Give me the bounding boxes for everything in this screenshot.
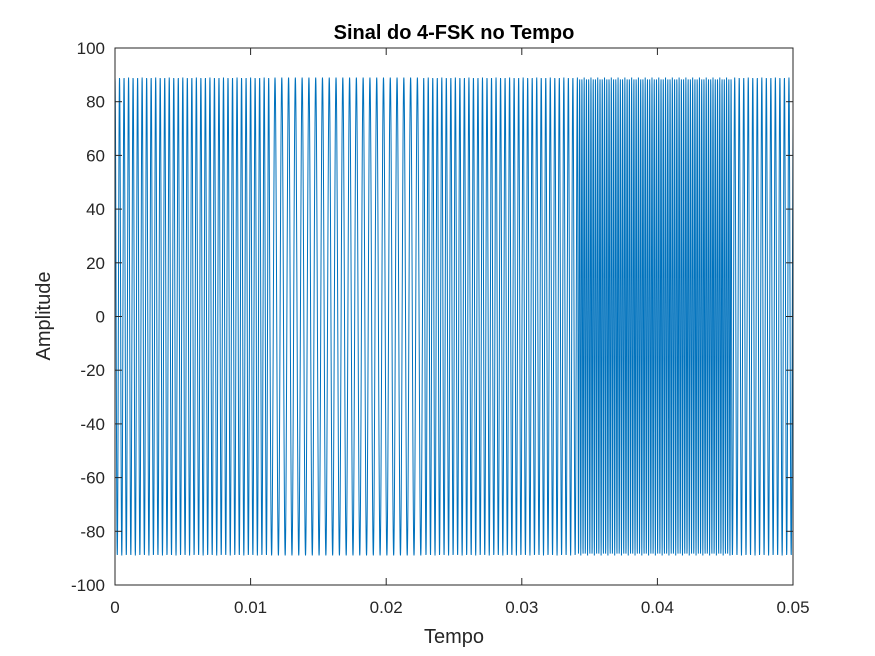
series-layer: [114, 77, 794, 556]
x-tick-label: 0: [110, 598, 119, 617]
y-ticks: -100 -80 -60 -40 -20 0 20 40 60 80 100: [71, 39, 793, 595]
x-tick-label: 0.05: [776, 598, 809, 617]
x-tick-label: 0.02: [370, 598, 403, 617]
y-tick-label: 100: [77, 39, 105, 58]
x-tick-label: 0.03: [505, 598, 538, 617]
y-axis-title: Amplitude: [33, 272, 55, 361]
y-tick-label: -60: [80, 469, 105, 488]
y-tick-label: 20: [86, 254, 105, 273]
x-axis-title: Tempo: [424, 626, 484, 648]
y-tick-label: 0: [96, 308, 105, 327]
y-tick-label: 40: [86, 200, 105, 219]
x-tick-label: 0.01: [234, 598, 267, 617]
fsk-signal-line: [114, 77, 794, 556]
y-tick-label: -100: [71, 576, 105, 595]
y-tick-label: 60: [86, 146, 105, 165]
y-tick-label: 80: [86, 93, 105, 112]
x-ticks: 0 0.01 0.02 0.03 0.04 0.05: [110, 48, 810, 617]
y-tick-label: -20: [80, 361, 105, 380]
x-tick-label: 0.04: [641, 598, 674, 617]
chart-title: Sinal do 4-FSK no Tempo: [334, 22, 575, 44]
y-tick-label: -80: [80, 522, 105, 541]
y-tick-label: -40: [80, 415, 105, 434]
